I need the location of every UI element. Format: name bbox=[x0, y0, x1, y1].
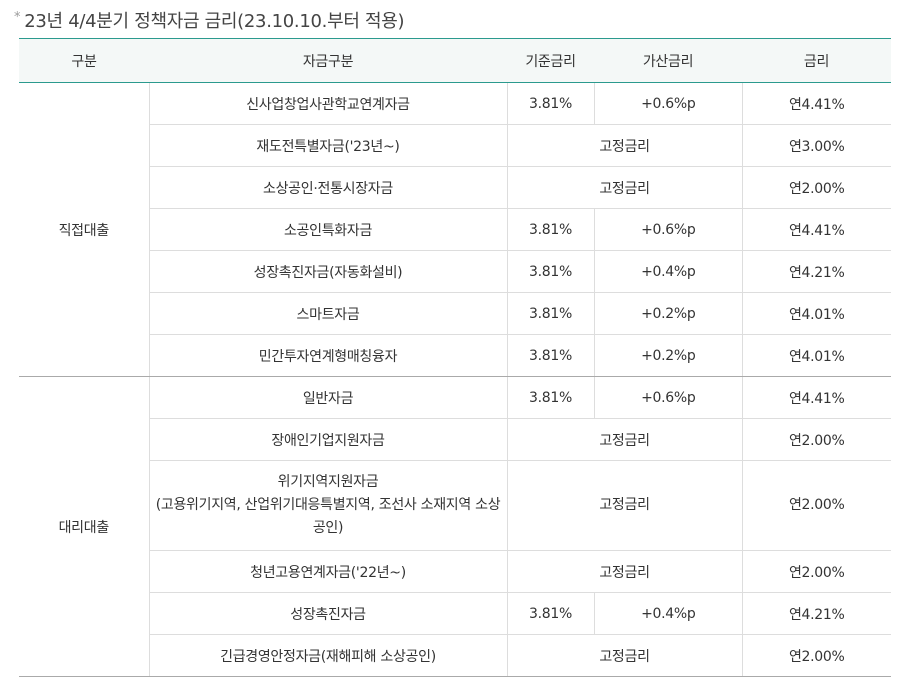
group-direct-loan: 직접대출 bbox=[19, 82, 149, 377]
rate: 연4.01% bbox=[741, 292, 891, 335]
base-rate: 3.81% bbox=[506, 592, 594, 635]
fund-name: 위기지역지원자금 (고용위기지역, 산업위기대응특별지역, 조선사 소재지역 소… bbox=[148, 460, 507, 551]
fund-name: 민간투자연계형매칭융자 bbox=[148, 334, 507, 377]
fund-name: 일반자금 bbox=[148, 376, 507, 419]
extra-rate: +0.4%p bbox=[593, 250, 742, 293]
fund-name: 긴급경영안정자금(재해피해 소상공인) bbox=[148, 634, 507, 677]
header-base-rate: 기준금리 bbox=[507, 38, 594, 83]
table-row: 성장촉진자금 3.81% +0.4%p 연4.21% bbox=[19, 592, 891, 635]
fixed-rate-label: 고정금리 bbox=[506, 550, 742, 593]
group-agency-loan: 대리대출 bbox=[19, 376, 149, 677]
fixed-rate-label: 고정금리 bbox=[506, 166, 742, 209]
fund-name: 신사업창업사관학교연계자금 bbox=[148, 82, 507, 125]
base-rate: 3.81% bbox=[506, 82, 594, 125]
base-rate: 3.81% bbox=[506, 334, 594, 377]
rate: 연4.41% bbox=[741, 208, 891, 251]
title-bullet: * bbox=[14, 9, 21, 25]
rate: 연2.00% bbox=[741, 418, 891, 461]
base-rate: 3.81% bbox=[506, 250, 594, 293]
base-rate: 3.81% bbox=[506, 292, 594, 335]
page-title: * 23년 4/4분기 정책자금 금리(23.10.10.부터 적용) bbox=[14, 6, 405, 34]
extra-rate: +0.2%p bbox=[593, 334, 742, 377]
table-row: 청년고용연계자금('22년~) 고정금리 연2.00% bbox=[19, 550, 891, 593]
header-category: 구분 bbox=[19, 38, 149, 83]
rate: 연2.00% bbox=[741, 166, 891, 209]
table-row: 대리대출 일반자금 3.81% +0.6%p 연4.41% bbox=[19, 376, 891, 677]
rate: 연2.00% bbox=[741, 550, 891, 593]
fixed-rate-label: 고정금리 bbox=[506, 418, 742, 461]
extra-rate: +0.2%p bbox=[593, 292, 742, 335]
fund-name: 스마트자금 bbox=[148, 292, 507, 335]
title-text: 23년 4/4분기 정책자금 금리(23.10.10.부터 적용) bbox=[24, 11, 405, 32]
header-rate: 금리 bbox=[742, 38, 891, 83]
table-row: 장애인기업지원자금 고정금리 연2.00% bbox=[19, 418, 891, 461]
table-row: 소공인특화자금 3.81% +0.6%p 연4.41% bbox=[19, 208, 891, 251]
fixed-rate-label: 고정금리 bbox=[506, 460, 742, 551]
base-rate: 3.81% bbox=[506, 376, 594, 419]
fund-name: 청년고용연계자금('22년~) bbox=[148, 550, 507, 593]
fund-name: 재도전특별자금('23년~) bbox=[148, 124, 507, 167]
fund-name-main: 위기지역지원자금 bbox=[277, 474, 379, 490]
table-row: 성장촉진자금(자동화설비) 3.81% +0.4%p 연4.21% bbox=[19, 250, 891, 293]
table-row: 스마트자금 3.81% +0.2%p 연4.01% bbox=[19, 292, 891, 335]
rate: 연2.00% bbox=[741, 634, 891, 677]
rate: 연4.01% bbox=[741, 334, 891, 377]
fund-name: 성장촉진자금 bbox=[148, 592, 507, 635]
table-row: 소상공인·전통시장자금 고정금리 연2.00% bbox=[19, 166, 891, 209]
rate: 연4.41% bbox=[741, 82, 891, 125]
policy-fund-rate-table: 구분 자금구분 기준금리 가산금리 금리 직접대출 신사업창업사관학교연계자금 … bbox=[19, 38, 891, 677]
base-rate: 3.81% bbox=[506, 208, 594, 251]
extra-rate: +0.6%p bbox=[593, 208, 742, 251]
extra-rate: +0.4%p bbox=[593, 592, 742, 635]
extra-rate: +0.6%p bbox=[593, 82, 742, 125]
table-row: 위기지역지원자금 (고용위기지역, 산업위기대응특별지역, 조선사 소재지역 소… bbox=[19, 460, 891, 551]
rate: 연4.21% bbox=[741, 592, 891, 635]
rate: 연4.21% bbox=[741, 250, 891, 293]
fund-name: 성장촉진자금(자동화설비) bbox=[148, 250, 507, 293]
rate: 연2.00% bbox=[741, 460, 891, 551]
table-row: 긴급경영안정자금(재해피해 소상공인) 고정금리 연2.00% bbox=[19, 634, 891, 677]
fund-name: 소상공인·전통시장자금 bbox=[148, 166, 507, 209]
fund-name: 소공인특화자금 bbox=[148, 208, 507, 251]
fund-name: 장애인기업지원자금 bbox=[148, 418, 507, 461]
header-fund-type: 자금구분 bbox=[149, 38, 507, 83]
fixed-rate-label: 고정금리 bbox=[506, 634, 742, 677]
table-row: 민간투자연계형매칭융자 3.81% +0.2%p 연4.01% bbox=[19, 334, 891, 377]
header-extra-rate: 가산금리 bbox=[594, 38, 742, 83]
table-header-row: 구분 자금구분 기준금리 가산금리 금리 bbox=[19, 38, 891, 83]
fixed-rate-label: 고정금리 bbox=[506, 124, 742, 167]
extra-rate: +0.6%p bbox=[593, 376, 742, 419]
rate: 연4.41% bbox=[741, 376, 891, 419]
fund-name-detail: (고용위기지역, 산업위기대응특별지역, 조선사 소재지역 소상공인) bbox=[155, 497, 501, 536]
table-row: 재도전특별자금('23년~) 고정금리 연3.00% bbox=[19, 124, 891, 167]
rate: 연3.00% bbox=[741, 124, 891, 167]
table-row: 직접대출 신사업창업사관학교연계자금 3.81% +0.6%p 연4.41% bbox=[19, 82, 891, 377]
